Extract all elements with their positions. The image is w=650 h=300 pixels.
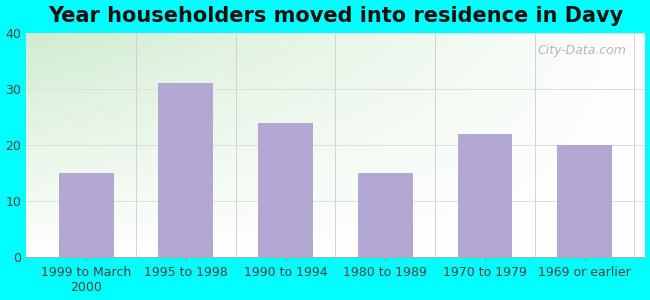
Bar [58, 173, 114, 257]
Title: Year householders moved into residence in Davy: Year householders moved into residence i… [47, 6, 623, 26]
Bar [557, 145, 612, 257]
Bar [258, 123, 313, 257]
Bar [458, 134, 512, 257]
Bar [358, 173, 413, 257]
Bar [159, 83, 213, 257]
Text: City-Data.com: City-Data.com [537, 44, 626, 57]
